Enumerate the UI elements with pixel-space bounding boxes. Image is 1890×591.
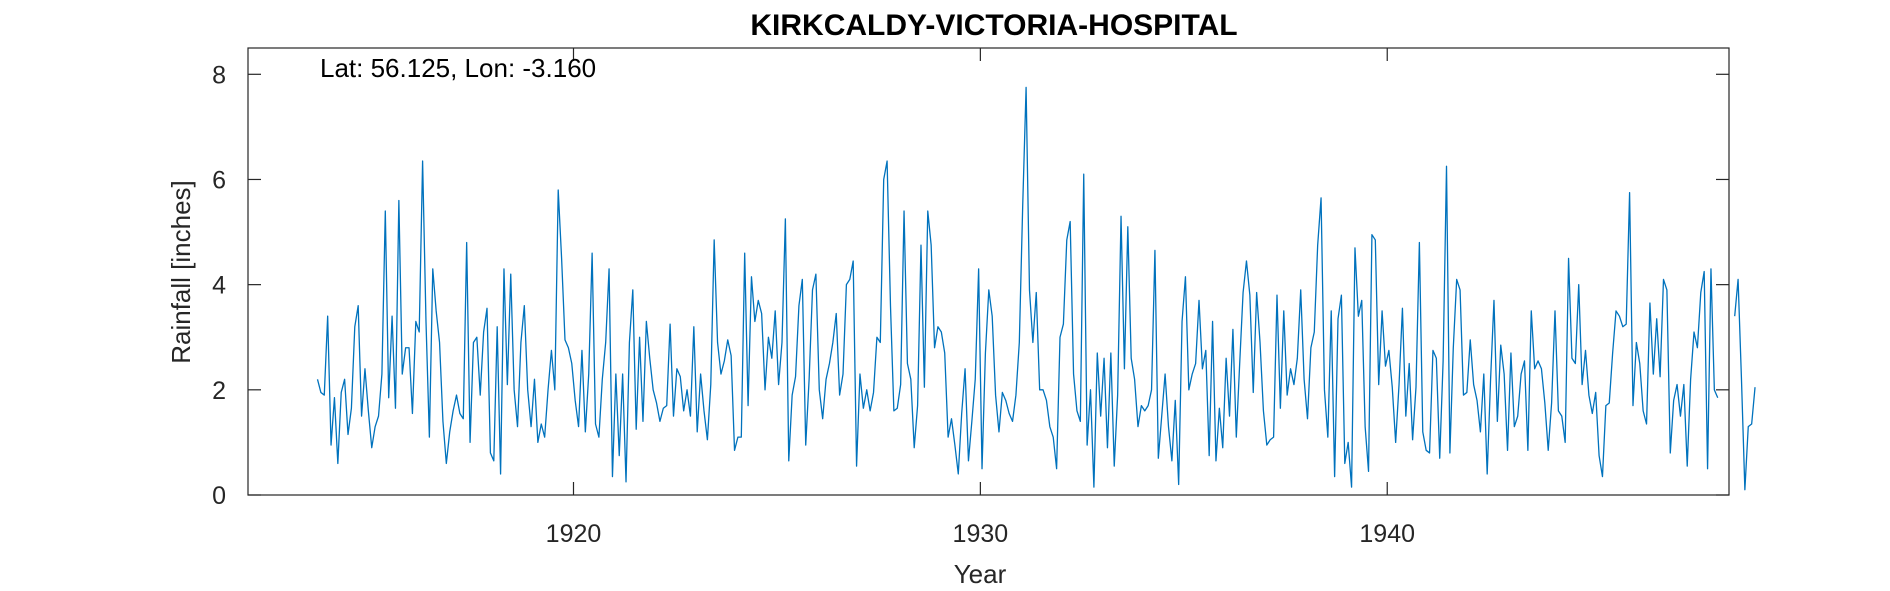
x-axis-label: Year — [954, 559, 1007, 589]
chart-title: KIRKCALDY-VICTORIA-HOSPITAL — [750, 9, 1237, 42]
x-tick-label-1930: 1930 — [953, 520, 1009, 548]
ticks-layer: 1920 1930 1940 0 2 4 6 8 — [212, 48, 1729, 548]
y-tick-label-2: 2 — [212, 377, 226, 405]
rainfall-series-line-0 — [316, 86, 1756, 491]
axes-box — [247, 47, 1730, 496]
y-tick-label-4: 4 — [212, 272, 226, 300]
y-tick-label-6: 6 — [212, 166, 226, 194]
y-axis-label: Rainfall [inches] — [166, 180, 196, 364]
x-tick-label-1940: 1940 — [1359, 520, 1415, 548]
x-tick-label-1920: 1920 — [546, 520, 602, 548]
y-tick-label-8: 8 — [212, 61, 226, 89]
y-tick-label-0: 0 — [212, 482, 226, 510]
station-coordinates-annotation: Lat: 56.125, Lon: -3.160 — [320, 53, 596, 83]
series-layer — [316, 86, 1756, 491]
